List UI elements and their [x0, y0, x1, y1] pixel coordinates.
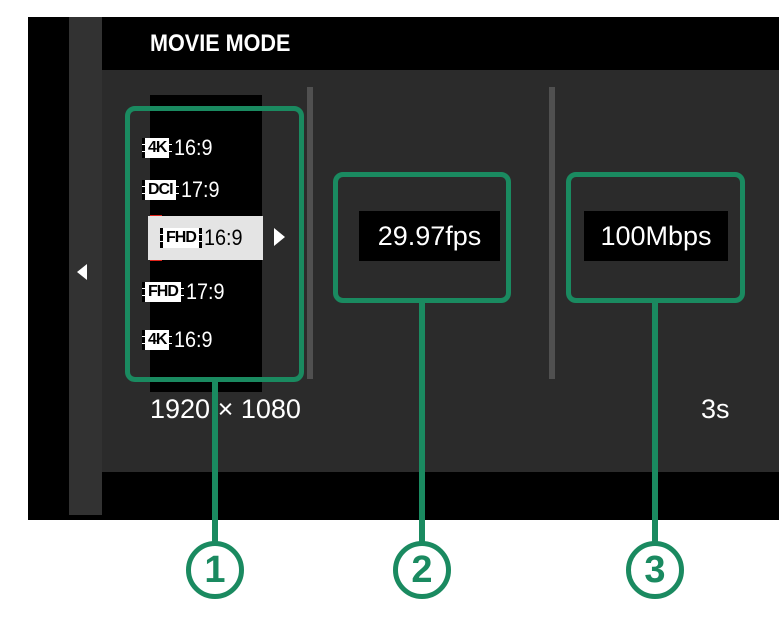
- callout-frame-3: [566, 172, 745, 303]
- resolution-badge: FHD: [160, 228, 202, 248]
- menu-item-4k-16-9[interactable]: 4K 16:9: [116, 126, 260, 170]
- left-triangle-icon[interactable]: [77, 264, 87, 280]
- callout-frame-2: [333, 172, 511, 303]
- callout-line-2: [419, 302, 425, 542]
- aspect-ratio: 17:9: [180, 177, 220, 202]
- right-triangle-icon: [274, 228, 285, 246]
- callout-badge-1: 1: [186, 541, 244, 599]
- column-divider: [549, 87, 555, 379]
- screen-title: MOVIE MODE: [150, 30, 291, 57]
- resolution-badge: 4K: [142, 138, 173, 158]
- resolution-badge: DCI: [142, 180, 179, 200]
- menu-item-fhd-17-9[interactable]: FHD 17:9: [116, 270, 260, 314]
- duration-info: 3s: [701, 394, 730, 424]
- callout-badge-2: 2: [393, 541, 451, 599]
- resolution-badge: 4K: [142, 330, 173, 350]
- frame-rate-value[interactable]: 29.97fps: [359, 211, 500, 261]
- menu-item-4k-16-9[interactable]: 4K 16:9: [116, 318, 260, 362]
- bit-rate-value[interactable]: 100Mbps: [584, 211, 728, 261]
- resolution-info: 1920 × 1080: [150, 394, 301, 424]
- aspect-ratio: 16:9: [203, 225, 243, 250]
- callout-badge-3: 3: [626, 541, 684, 599]
- column-divider: [307, 87, 313, 379]
- callout-frame-1: [125, 106, 304, 382]
- aspect-ratio: 17:9: [185, 279, 225, 304]
- callout-line-1: [212, 381, 218, 542]
- callout-line-3: [652, 302, 658, 542]
- aspect-ratio: 16:9: [174, 135, 213, 160]
- aspect-ratio: 16:9: [174, 327, 213, 352]
- menu-item-fhd-16-9[interactable]: FHD 16:9: [148, 216, 263, 260]
- resolution-badge: FHD: [142, 282, 184, 302]
- menu-item-dci-17-9[interactable]: DCI 17:9: [116, 168, 260, 212]
